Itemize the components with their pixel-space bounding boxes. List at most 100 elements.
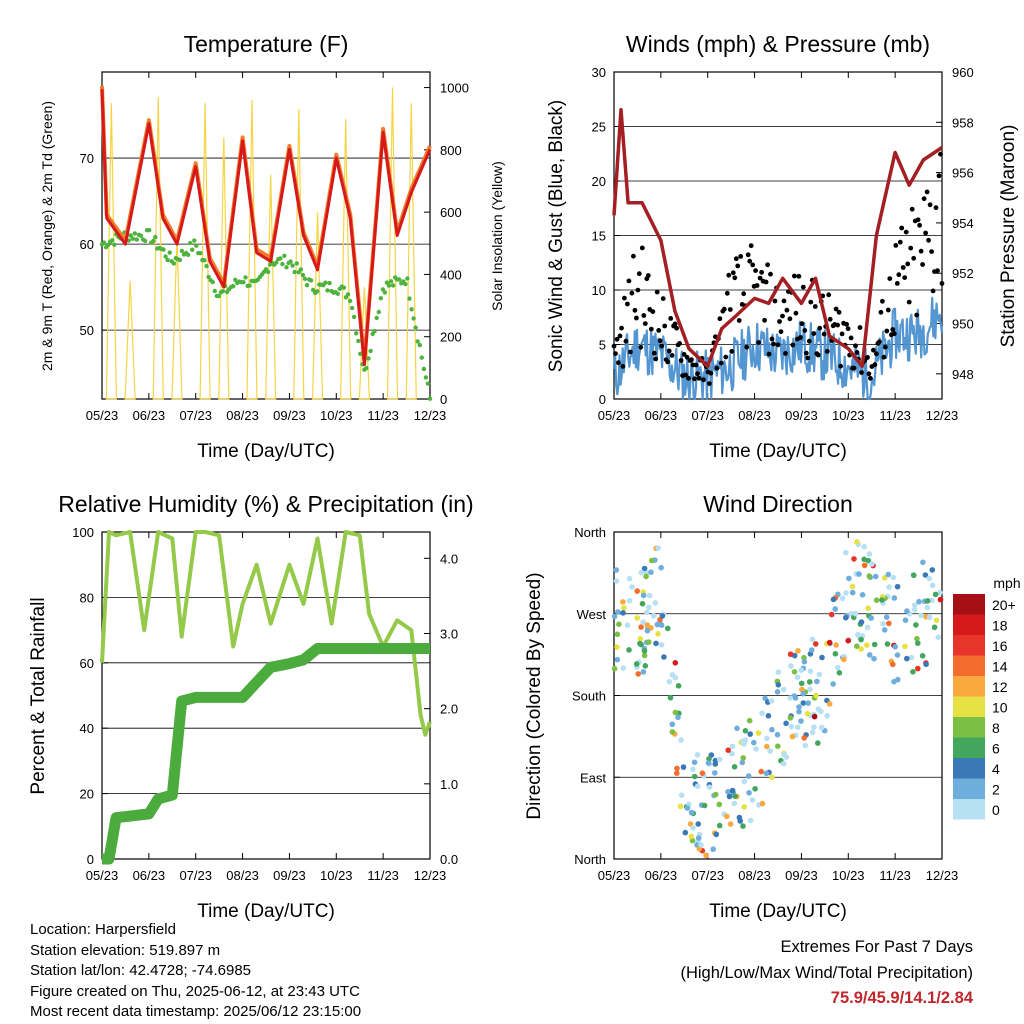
direction-point	[629, 584, 635, 590]
direction-point	[824, 713, 830, 719]
direction-point	[729, 743, 736, 750]
direction-point	[658, 642, 665, 648]
direction-point	[641, 565, 648, 572]
direction-point	[691, 759, 698, 766]
direction-point	[801, 735, 807, 741]
y2-tick-label: 200	[440, 330, 462, 345]
y2-tick-label: 1.0	[440, 777, 458, 792]
direction-point	[914, 635, 920, 642]
y-tick-label: 20	[80, 787, 94, 802]
temp-2m-line	[100, 89, 432, 367]
direction-point	[809, 647, 815, 653]
direction-point	[924, 604, 931, 611]
gust-point	[911, 255, 917, 261]
dewpoint-point	[388, 279, 394, 284]
dewpoint-point	[171, 261, 176, 266]
gust-point	[645, 273, 651, 278]
direction-point	[856, 571, 862, 577]
gust-point	[815, 352, 821, 358]
direction-point	[819, 654, 825, 661]
gust-point	[611, 343, 617, 349]
gust-point	[660, 296, 666, 301]
gust-point	[735, 263, 741, 269]
gust-point	[613, 351, 618, 356]
gust-point	[730, 270, 736, 276]
gust-point	[887, 276, 893, 281]
direction-point	[678, 737, 684, 743]
extremes-subtitle: (High/Low/Max Wind/Total Precipitation)	[680, 963, 973, 982]
direction-point	[924, 598, 931, 604]
gust-point	[745, 252, 751, 258]
direction-point	[688, 809, 695, 816]
dewpoint-point	[290, 263, 295, 268]
direction-point	[861, 543, 867, 550]
direction-point	[682, 829, 689, 836]
dewpoint-point	[194, 243, 199, 248]
gust-point	[666, 348, 672, 354]
direction-point	[769, 774, 775, 780]
temp-9m-line	[100, 85, 432, 364]
gust-point	[659, 343, 665, 349]
direction-point	[809, 636, 816, 643]
dewpoint-point	[423, 375, 429, 380]
direction-point	[910, 669, 916, 675]
solar-spike	[105, 103, 117, 400]
chart-title: Relative Humidity (%) & Precipitation (i…	[58, 491, 473, 517]
direction-point	[830, 596, 837, 603]
gust-point	[921, 196, 927, 202]
legend-label: 12	[992, 679, 1008, 695]
gust-point	[656, 328, 662, 333]
gust-point	[724, 290, 730, 296]
extremes-values: 75.9/45.9/14.1/2.84	[830, 989, 973, 1007]
dewpoint-point	[358, 351, 363, 356]
direction-point	[661, 654, 667, 660]
gust-point	[880, 298, 885, 304]
gust-point	[915, 217, 921, 223]
gust-point	[812, 304, 818, 309]
direction-point	[861, 562, 868, 569]
y-axis-label: Direction (Colored By Speed)	[524, 572, 545, 819]
direction-point	[712, 761, 719, 767]
direction-point	[926, 614, 933, 621]
gust-point	[653, 356, 659, 362]
direction-point	[626, 647, 632, 653]
gust-point	[729, 349, 735, 354]
x-tick-label: 11/23	[367, 868, 399, 883]
direction-point	[759, 710, 765, 717]
direction-point	[913, 622, 919, 628]
gust-point	[619, 325, 624, 331]
gust-point	[650, 309, 656, 314]
dewpoint-point	[216, 293, 221, 299]
direction-point	[736, 814, 743, 821]
x-tick-label: 09/23	[785, 868, 818, 883]
direction-point	[869, 561, 875, 567]
direction-point	[795, 724, 801, 730]
direction-point	[638, 569, 645, 576]
direction-point	[920, 559, 926, 566]
direction-point	[811, 724, 817, 730]
dewpoint-point	[427, 396, 433, 401]
direction-point	[652, 600, 659, 606]
gust-point	[614, 336, 620, 342]
gust-point	[890, 327, 896, 332]
direction-point	[688, 833, 695, 840]
x-axis-label: Time (Day/UTC)	[709, 441, 847, 462]
direction-point	[775, 743, 781, 749]
gust-point	[766, 351, 772, 357]
y2-tick-label: 2.0	[440, 702, 458, 717]
gust-point	[757, 275, 763, 281]
dewpoint-point	[351, 314, 357, 320]
direction-point	[641, 652, 648, 659]
legend-swatch	[953, 737, 985, 758]
direction-point	[747, 731, 753, 737]
y-axis-label: 2m & 9m T (Red, Orange) & 2m Td (Green)	[39, 101, 55, 371]
direction-point	[798, 667, 804, 673]
direction-point	[626, 597, 633, 604]
direction-point	[646, 639, 652, 645]
y2-tick-label: 956	[952, 166, 974, 181]
direction-point	[835, 664, 841, 671]
direction-point	[931, 624, 938, 631]
direction-point	[712, 770, 718, 776]
dewpoint-point	[308, 278, 314, 283]
direction-point	[745, 773, 752, 779]
